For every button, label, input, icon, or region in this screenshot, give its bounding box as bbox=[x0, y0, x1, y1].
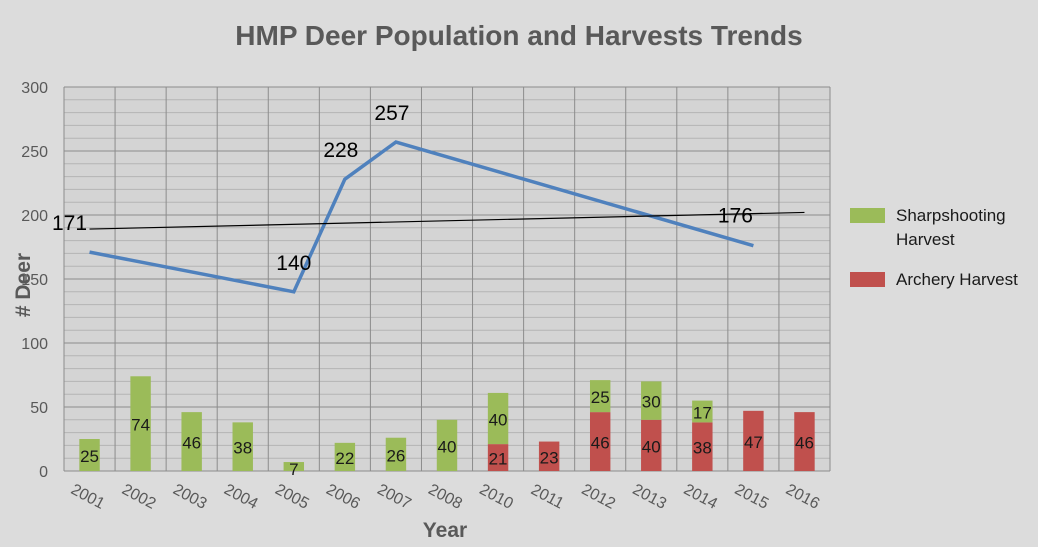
population-trendline bbox=[89, 211, 805, 230]
bar-data-label: 25 bbox=[80, 447, 99, 466]
population-data-label: 140 bbox=[276, 252, 311, 275]
population-data-label: 228 bbox=[323, 139, 358, 162]
sharpshooting-bar bbox=[436, 419, 458, 471]
x-tick-label: 2001 bbox=[68, 481, 107, 513]
bar-data-label: 46 bbox=[591, 434, 610, 453]
sharpshooting-bar bbox=[385, 437, 407, 471]
bar-data-label: 40 bbox=[489, 411, 508, 430]
archery-bar bbox=[538, 441, 560, 471]
grid bbox=[63, 86, 831, 472]
bar-data-label: 22 bbox=[335, 449, 354, 468]
x-tick-label: 2008 bbox=[425, 481, 464, 513]
bar-data-label: 46 bbox=[795, 434, 814, 453]
bar-data-label: 74 bbox=[131, 416, 150, 435]
x-tick-label: 2006 bbox=[323, 481, 362, 513]
legend-swatch bbox=[850, 208, 885, 223]
x-tick-label: 2004 bbox=[221, 481, 260, 513]
sharpshooting-bar bbox=[79, 439, 100, 471]
bar-data-label: 40 bbox=[438, 437, 457, 456]
population-data-label: 171 bbox=[52, 212, 87, 235]
sharpshooting-bar bbox=[641, 381, 662, 420]
population-line bbox=[89, 140, 754, 294]
bar-data-label: 47 bbox=[744, 433, 763, 452]
sharpshooting-bar bbox=[283, 462, 305, 471]
x-axis-title: Year bbox=[423, 519, 467, 542]
y-tick-label: 100 bbox=[21, 336, 48, 353]
sharpshooting-bar bbox=[334, 442, 356, 471]
labels: 21 23 46 40 38 47 46 25 74 46 38 7 22 26 40 40 25 30 17 171… bbox=[52, 102, 814, 479]
sharpshooting-bar bbox=[232, 422, 253, 471]
sharpshooting-bar bbox=[487, 392, 509, 445]
legend-label: Archery Harvest bbox=[896, 270, 1018, 289]
bar-data-label: 7 bbox=[289, 460, 298, 479]
x-tick-label: 2011 bbox=[528, 481, 566, 512]
bar-data-label: 23 bbox=[540, 448, 559, 467]
population-data-label: 176 bbox=[718, 205, 753, 228]
sharpshooting-bar bbox=[181, 412, 202, 471]
x-tick-label: 2007 bbox=[374, 481, 413, 513]
bars bbox=[79, 376, 815, 471]
y-tick-label: 200 bbox=[21, 208, 48, 225]
bar-data-label: 30 bbox=[642, 393, 661, 412]
x-tick-label: 2003 bbox=[170, 481, 209, 513]
archery-bar bbox=[487, 444, 509, 471]
x-tick-label: 2012 bbox=[579, 481, 618, 513]
chart-title: HMP Deer Population and Harvests Trends bbox=[235, 20, 803, 51]
y-axis-title: # Deer bbox=[12, 253, 35, 317]
bar-data-label: 38 bbox=[233, 439, 252, 458]
legend-label: Sharpshooting bbox=[896, 206, 1006, 225]
bar-data-label: 38 bbox=[693, 439, 712, 458]
x-tick-label: 2016 bbox=[783, 481, 822, 513]
x-tick-label: 2005 bbox=[272, 481, 311, 513]
y-tick-label: 300 bbox=[21, 80, 48, 97]
archery-bar bbox=[743, 410, 764, 471]
y-tick-label: 250 bbox=[21, 144, 48, 161]
x-tick-label: 2002 bbox=[119, 481, 158, 513]
archery-bar bbox=[794, 412, 815, 471]
x-tick-label: 2010 bbox=[476, 481, 515, 513]
legend: Sharpshooting Harvest Archery Harvest bbox=[850, 206, 1018, 289]
bar-data-label: 26 bbox=[386, 446, 405, 465]
sharpshooting-bar bbox=[589, 380, 611, 413]
sharpshooting-bar bbox=[130, 376, 151, 471]
y-tick-label: 50 bbox=[30, 400, 48, 417]
y-tick-label: 0 bbox=[39, 464, 48, 481]
x-tick-label: 2015 bbox=[732, 481, 771, 513]
legend-label: Harvest bbox=[896, 230, 955, 249]
x-tick-label: 2013 bbox=[630, 481, 669, 513]
legend-swatch bbox=[850, 272, 885, 287]
bar-data-label: 17 bbox=[693, 403, 712, 422]
bar-data-label: 40 bbox=[642, 437, 661, 456]
archery-bar bbox=[641, 419, 662, 471]
bar-data-label: 21 bbox=[489, 450, 508, 469]
archery-bar bbox=[692, 422, 713, 471]
bar-data-label: 46 bbox=[182, 434, 201, 453]
bar-data-label: 25 bbox=[591, 388, 610, 407]
population-data-label: 257 bbox=[374, 102, 409, 125]
x-tick-label: 2014 bbox=[681, 481, 720, 513]
lines bbox=[89, 140, 805, 294]
archery-bar bbox=[589, 412, 611, 471]
y-tick-label: 150 bbox=[21, 272, 48, 289]
sharpshooting-bar bbox=[692, 400, 713, 423]
